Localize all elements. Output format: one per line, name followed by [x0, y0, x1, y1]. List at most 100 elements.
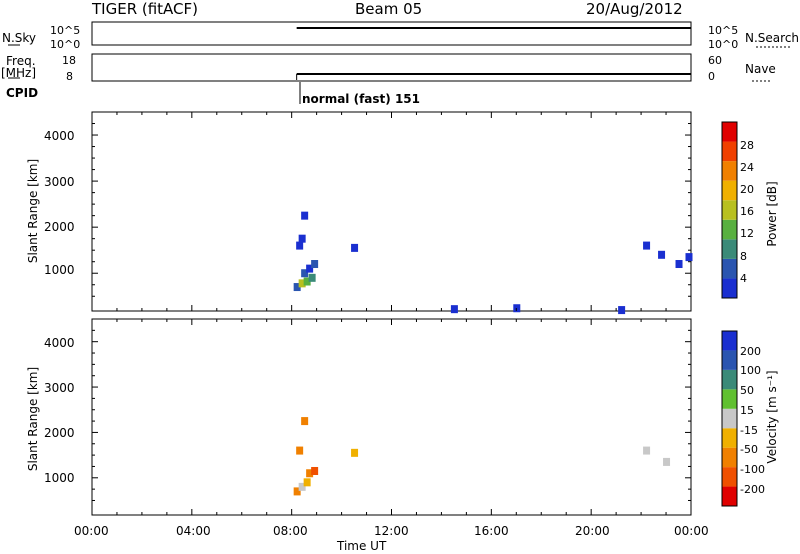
velocity-scale-tick-m100: -100	[740, 463, 765, 476]
velocity-scale-tick-100: 100	[740, 364, 761, 377]
xtick-20: 20:00	[575, 524, 610, 538]
velocity-cell	[311, 466, 319, 475]
power-cell	[293, 283, 301, 292]
power-panel-frame	[91, 111, 692, 312]
velocity-panel-frame	[91, 318, 692, 516]
velocity-scale-swatch	[722, 428, 737, 448]
power-ytick-1000: 1000	[44, 263, 75, 277]
power-cell	[298, 279, 306, 288]
velocity-cell	[351, 448, 359, 457]
velocity-ytick-3000: 3000	[44, 381, 75, 395]
velocity-cell	[298, 482, 306, 491]
nsearch-tick-top: 10^5	[708, 24, 739, 37]
velocity-cell	[303, 478, 311, 487]
power-cell	[308, 273, 316, 282]
power-scale-swatch	[722, 258, 737, 279]
x-axis-label: Time UT	[337, 539, 387, 553]
power-scale-frame	[721, 121, 738, 299]
cpid-label: CPID	[6, 86, 39, 100]
velocity-scale-tick-m200: -200	[740, 483, 765, 496]
velocity-scale-frame	[721, 330, 738, 507]
power-scale-swatch	[722, 239, 737, 259]
power-scale-swatch	[722, 278, 737, 298]
power-scale-tick-20: 20	[740, 183, 754, 196]
xtick-12: 12:00	[374, 524, 409, 538]
velocity-scale-swatch	[722, 350, 737, 370]
velocity-ytick-2000: 2000	[44, 426, 75, 440]
power-cell	[675, 260, 683, 269]
power-cell	[306, 264, 314, 273]
velocity-scale-swatch	[722, 447, 737, 468]
power-ytick-4000: 4000	[44, 129, 75, 143]
velocity-cell	[663, 457, 671, 466]
nsky-label: N.Sky	[2, 31, 37, 45]
freq-label: Freq.	[6, 54, 36, 68]
nsky-tick-bottom: 10^0	[50, 38, 81, 51]
power-scale-swatch	[722, 122, 737, 142]
power-scale-swatch	[722, 141, 737, 162]
power-scale-tick-4: 4	[740, 272, 747, 285]
power-scale-tick-12: 12	[740, 227, 754, 240]
radar-title: TIGER (fitACF)	[92, 0, 199, 18]
power-cell	[311, 260, 319, 269]
velocity-scale-swatch	[722, 331, 737, 351]
velocity-scale-swatch	[722, 369, 737, 390]
nsearch-tick-bottom: 10^0	[708, 38, 739, 51]
power-ytick-3000: 3000	[44, 175, 75, 189]
velocity-scale-tick-50: 50	[740, 384, 754, 397]
date-title: 20/Aug/2012	[586, 0, 683, 18]
power-cell	[351, 243, 359, 252]
velocity-scale-tick-m50: -50	[740, 443, 758, 456]
nsky-strip-frame	[91, 21, 692, 46]
power-scale-tick-16: 16	[740, 205, 754, 218]
power-scale-tick-8: 8	[740, 250, 747, 263]
freq-unit-label: [MHz]	[1, 66, 37, 80]
power-scale-tick-28: 28	[740, 139, 754, 152]
velocity-scale-swatch	[722, 389, 737, 409]
power-cell	[618, 306, 626, 315]
velocity-scale-swatch	[722, 408, 737, 429]
velocity-scale-swatch	[722, 486, 737, 506]
velocity-ytick-4000: 4000	[44, 336, 75, 350]
power-scale-swatch	[722, 180, 737, 201]
xtick-00-end: 00:00	[674, 524, 709, 538]
power-cell	[301, 269, 309, 278]
power-cell	[303, 277, 311, 286]
xtick-16: 16:00	[474, 524, 509, 538]
velocity-scale-swatch	[722, 467, 737, 487]
power-scale-tick-24: 24	[740, 161, 754, 174]
velocity-scale-tick-15: 15	[740, 404, 754, 417]
velocity-scale-tick-200: 200	[740, 345, 761, 358]
xtick-08: 08:00	[273, 524, 308, 538]
velocity-ytick-1000: 1000	[44, 471, 75, 485]
velocity-cell	[301, 417, 309, 426]
power-scale-swatch	[722, 161, 737, 181]
power-cell	[685, 253, 693, 262]
power-cell	[643, 241, 651, 250]
power-ytick-2000: 2000	[44, 220, 75, 234]
power-cell	[658, 250, 666, 259]
cpid-text: normal (fast) 151	[302, 92, 420, 106]
freq-tick-bottom: 8	[66, 70, 73, 83]
power-scale-swatch	[722, 200, 737, 220]
beam-title: Beam 05	[355, 0, 423, 18]
nsky-tick-top: 10^5	[50, 24, 81, 37]
nave-tick-top: 60	[708, 54, 722, 67]
power-cell	[296, 241, 304, 250]
nsearch-label: N.Search	[745, 31, 800, 45]
nave-tick-bottom: 0	[708, 70, 715, 83]
freq-strip-frame	[91, 53, 692, 82]
nave-label: Nave	[745, 62, 776, 76]
velocity-cell	[293, 487, 301, 496]
velocity-cell	[306, 469, 314, 478]
power-cell	[450, 305, 458, 314]
power-cell	[301, 211, 309, 220]
velocity-cell	[643, 446, 651, 455]
xtick-00-start: 00:00	[74, 524, 109, 538]
velocity-scale-tick-m15: -15	[740, 424, 758, 437]
velocity-cell	[296, 446, 304, 455]
freq-tick-top: 18	[62, 54, 76, 67]
power-cell	[298, 234, 306, 243]
xtick-04: 04:00	[176, 524, 211, 538]
